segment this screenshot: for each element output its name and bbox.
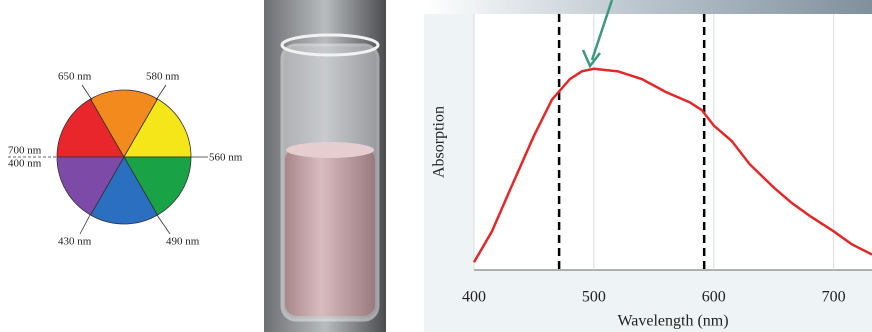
figure: 650 nm 580 nm 560 nm 490 nm 430 nm 700 n…: [0, 0, 872, 332]
wheel-label: 490 nm: [166, 236, 200, 248]
x-tick-label: 400: [462, 289, 486, 306]
leader: [82, 85, 92, 100]
leader: [157, 215, 170, 234]
plot-area: [474, 14, 872, 270]
wheel-label: 560 nm: [209, 152, 243, 164]
x-tick-label: 600: [702, 289, 726, 306]
test-tube-photo: [264, 0, 386, 332]
x-tick-label: 700: [822, 289, 846, 306]
wheel-label: 700 nm: [8, 145, 42, 157]
page: {"color_wheel": {"labels": {"top_left": …: [0, 0, 872, 332]
wheel-label: 400 nm: [8, 158, 42, 170]
x-axis-label: Wavelength (nm): [617, 313, 728, 330]
leader: [80, 215, 90, 234]
y-axis-label: Absorption: [431, 106, 448, 178]
x-tick-label: 500: [582, 289, 606, 306]
wheel-label: 580 nm: [146, 71, 180, 83]
wheel-label: 650 nm: [58, 71, 92, 83]
panel-bar: [424, 0, 872, 14]
wheel-label: 430 nm: [58, 236, 92, 248]
leader: [156, 85, 166, 100]
